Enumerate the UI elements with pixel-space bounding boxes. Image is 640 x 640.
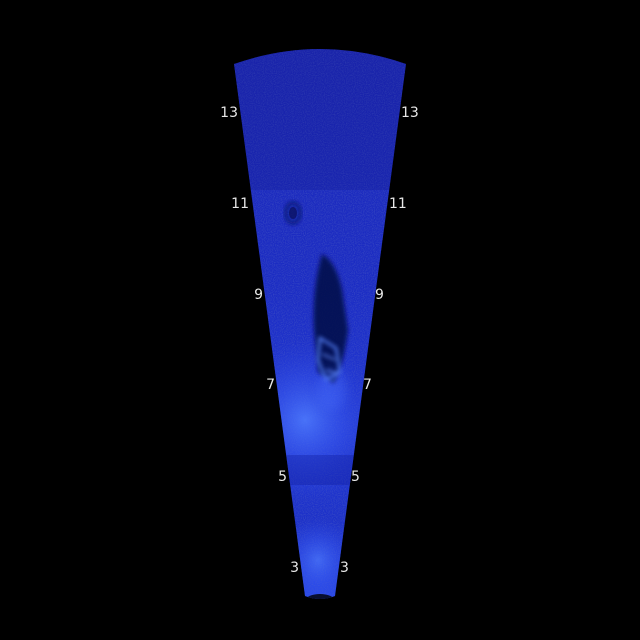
range-label-right: 3 — [340, 560, 349, 576]
range-label-right: 7 — [363, 377, 372, 393]
range-label-right: 5 — [351, 469, 360, 485]
range-label-left: 11 — [231, 196, 249, 212]
range-label-right: 9 — [375, 287, 384, 303]
range-label-right: 11 — [389, 196, 407, 212]
range-label-left: 7 — [266, 377, 275, 393]
range-labels-right: 13 11 9 7 5 3 — [340, 105, 419, 576]
range-label-left: 5 — [278, 469, 287, 485]
range-labels-left: 13 11 9 7 5 3 — [220, 105, 299, 576]
range-label-right: 13 — [401, 105, 419, 121]
main-target — [313, 254, 348, 410]
small-target — [284, 201, 302, 225]
range-label-left: 13 — [220, 105, 238, 121]
range-label-left: 3 — [290, 560, 299, 576]
range-label-left: 9 — [254, 287, 263, 303]
